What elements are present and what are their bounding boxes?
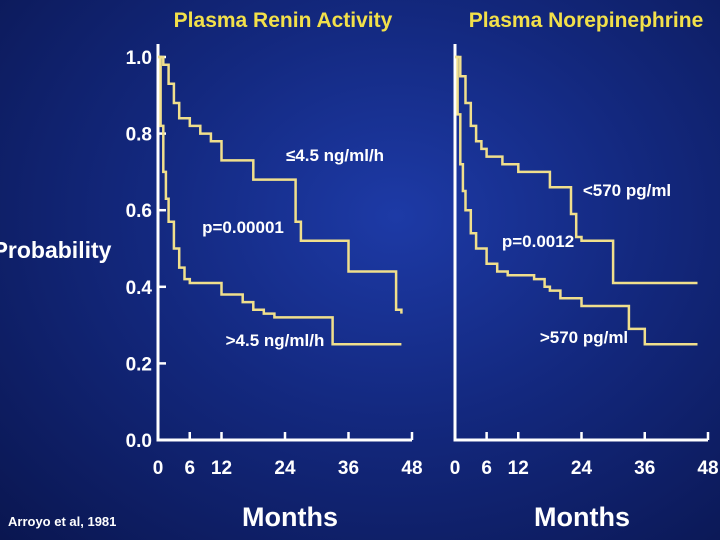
x-tick-label: 24 [274, 458, 296, 479]
x-tick-label: 6 [184, 458, 195, 479]
x-tick-label: 0 [153, 458, 164, 479]
chart-panel-renin: Plasma Renin Activity Probability Months… [0, 9, 423, 532]
p-value-renin: p=0.00001 [202, 218, 284, 237]
y-tick-label: 0.2 [126, 354, 152, 375]
group-label-low-renin: ≤4.5 ng/ml/h [286, 146, 384, 165]
survival-curve-renin-low [158, 55, 403, 314]
survival-curve-norepinephrine-high [455, 55, 698, 346]
survival-curve-renin-high [158, 55, 402, 346]
x-tick-label: 24 [571, 458, 593, 479]
chart-title-norepinephrine: Plasma Norepinephrine [469, 9, 704, 32]
chart-title-renin: Plasma Renin Activity [174, 9, 393, 32]
y-tick-label: 0.6 [126, 201, 152, 222]
x-tick-label: 36 [634, 458, 655, 479]
chart-panel-norepinephrine: Plasma Norepinephrine Months <570 pg/ml … [450, 9, 719, 532]
axis-lines-renin [156, 44, 412, 442]
x-tick-label: 0 [450, 458, 461, 479]
y-tick-label: 0.4 [126, 278, 153, 299]
y-tick-label: 0.0 [126, 431, 152, 452]
y-tick-label: 0.8 [126, 125, 152, 146]
x-tick-label: 48 [697, 458, 718, 479]
survival-curve-norepinephrine-low [455, 55, 698, 285]
x-tick-label: 6 [481, 458, 492, 479]
group-label-low-norepinephrine: <570 pg/ml [583, 181, 671, 200]
p-value-norepinephrine: p=0.0012 [502, 232, 574, 251]
x-tick-label: 12 [211, 458, 232, 479]
group-label-high-norepinephrine: >570 pg/ml [540, 328, 628, 347]
x-axis-label-renin: Months [242, 502, 338, 532]
x-tick-label: 36 [338, 458, 359, 479]
x-tick-label: 12 [508, 458, 529, 479]
y-axis-label: Probability [0, 237, 112, 263]
citation-text: Arroyo et al, 1981 [8, 514, 116, 529]
group-label-high-renin: >4.5 ng/ml/h [226, 331, 325, 350]
x-tick-label: 48 [401, 458, 422, 479]
y-tick-label: 1.0 [126, 48, 152, 69]
x-axis-label-norepinephrine: Months [534, 502, 630, 532]
